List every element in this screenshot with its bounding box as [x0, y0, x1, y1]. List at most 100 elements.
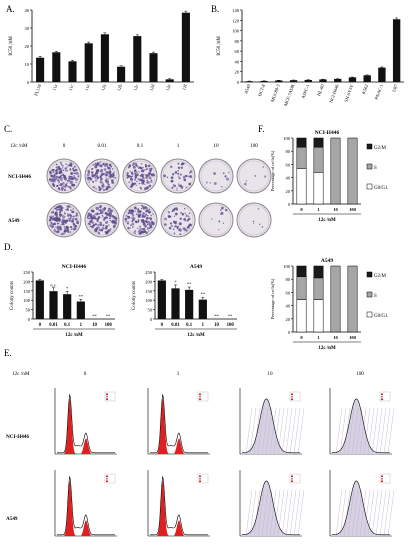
- colony-dot: [106, 179, 108, 182]
- bar: [363, 75, 371, 82]
- colony-dot: [60, 228, 62, 231]
- plate-rim: [124, 160, 156, 192]
- colony-dot: [66, 182, 68, 184]
- colony-dot: [108, 186, 111, 189]
- colony-dot: [222, 172, 225, 175]
- colony-dot: [75, 181, 77, 184]
- x-tick-label: 10: [333, 335, 338, 340]
- x-tick-label: 1: [202, 323, 205, 328]
- y-tick-label: 40: [235, 59, 240, 64]
- colony-dot: [228, 171, 230, 174]
- y-tick-label: 60: [286, 290, 291, 295]
- colony-dot: [113, 225, 115, 228]
- colony-dot: [172, 228, 175, 231]
- hatch: [269, 407, 277, 455]
- bar-segment: [313, 137, 324, 148]
- colony-dot: [245, 180, 248, 182]
- colony-dot: [107, 184, 109, 186]
- chart-d2: 0 50 100 150 200 250 Colony counts A549 0 * 0.01 **…: [132, 264, 237, 338]
- bar: [378, 67, 386, 82]
- hatch: [269, 489, 277, 537]
- colony-dot: [72, 183, 76, 187]
- colony-dot: [135, 213, 138, 215]
- hatch: [293, 489, 301, 537]
- hatch: [375, 407, 383, 455]
- colony-dot: [137, 177, 140, 181]
- histogram-legend-swatch: [106, 393, 108, 396]
- y-tick-label: 0: [288, 202, 291, 207]
- y-tick-label: 50: [148, 308, 153, 313]
- hatch: [273, 489, 281, 537]
- colony-dot: [182, 227, 186, 231]
- plate-column-label: 1: [177, 143, 180, 149]
- colony-dot: [134, 220, 138, 223]
- colony-dot: [139, 213, 142, 216]
- colony-dot: [89, 177, 93, 181]
- colony-dot: [105, 171, 109, 174]
- hatch: [387, 407, 395, 455]
- bar: [35, 280, 44, 319]
- bar: [52, 52, 61, 82]
- hatch: [383, 407, 391, 455]
- x-tick-label: MGC80-3: [270, 83, 281, 103]
- colony-dot: [98, 229, 101, 232]
- colony-dot: [185, 214, 188, 218]
- x-tick-label: 10: [92, 323, 97, 328]
- colony-dot: [89, 225, 92, 228]
- colony-dot: [100, 229, 103, 232]
- x-tick-label: NCI-H446: [328, 83, 340, 104]
- colony-dot: [61, 187, 64, 190]
- colony-dot: [180, 186, 183, 189]
- histogram-legend-swatch: [381, 478, 383, 480]
- colony-dot: [107, 178, 109, 180]
- bar-segment: [330, 265, 341, 333]
- colony-dot: [62, 174, 65, 177]
- colony-dot: [146, 181, 150, 184]
- hatch: [297, 407, 305, 455]
- colony-dot: [145, 220, 148, 223]
- legend: G2/M S G0/G1: [366, 143, 388, 191]
- colony-dot: [169, 165, 173, 169]
- histogram-legend-swatch: [199, 475, 201, 478]
- colony-dot: [130, 217, 133, 219]
- bar: [392, 19, 401, 83]
- flow-histogram: [239, 388, 305, 455]
- colony-dot: [98, 209, 100, 211]
- colony-dot: [210, 218, 213, 220]
- colony-dot: [137, 219, 140, 222]
- colony-dot: [101, 184, 104, 187]
- x-tick-label: 11a: [51, 84, 58, 92]
- colony-dot: [66, 166, 68, 168]
- colony-dot: [174, 221, 177, 225]
- x-tick-label: 0.01: [49, 323, 58, 328]
- colony-dot: [68, 178, 71, 182]
- colony-dot: [219, 209, 222, 212]
- y-tick-label: 80: [286, 277, 291, 282]
- hatch: [363, 489, 371, 537]
- colony-dot: [76, 214, 78, 217]
- colony-dot: [56, 184, 59, 188]
- histogram-legend-swatch: [291, 480, 293, 483]
- colony-dot: [58, 184, 60, 186]
- hatch: [339, 407, 347, 455]
- y-tick-label: 100: [145, 298, 153, 303]
- histogram-legend-swatch: [381, 393, 383, 396]
- colony-dot: [140, 167, 142, 170]
- colony-dot: [61, 215, 65, 219]
- hatch: [257, 489, 265, 537]
- colony-dot: [126, 174, 129, 177]
- colony-dot: [102, 208, 104, 210]
- colony-dot: [141, 176, 145, 180]
- colony-dot: [141, 173, 143, 176]
- x-tick-label: PNAC-1: [374, 84, 384, 101]
- colony-dot: [100, 223, 102, 225]
- colony-dot: [53, 171, 55, 173]
- y-tick-label: 250: [145, 270, 153, 275]
- colony-dot: [75, 212, 78, 215]
- bar-segment: [313, 146, 324, 173]
- colony-dot: [145, 230, 147, 233]
- chart-b: 0 20 40 60 80 100 120 140 IC50 /nM A549 HCT-8 MGC80…: [217, 8, 404, 107]
- y-tick-label: 60: [235, 49, 240, 54]
- histogram-legend-swatch: [291, 396, 293, 398]
- colony-dot: [65, 220, 68, 223]
